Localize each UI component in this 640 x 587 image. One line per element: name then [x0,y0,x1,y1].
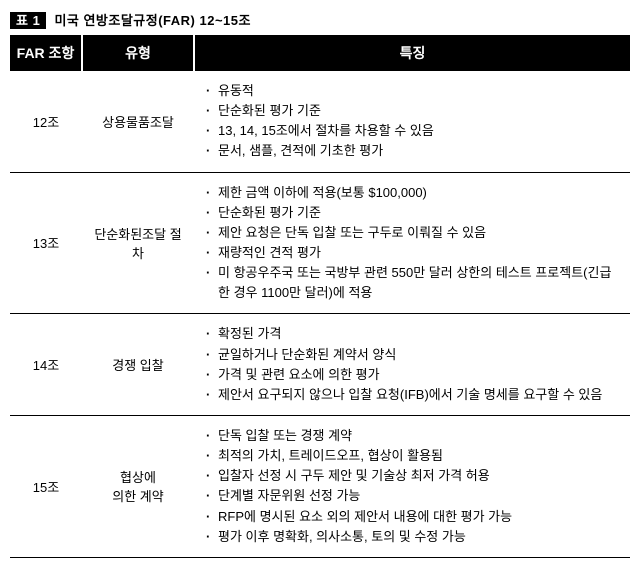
table-body: 12조상용물품조달유동적단순화된 평가 기준13, 14, 15조에서 절차를 … [10,71,630,557]
detail-item: 유동적 [206,81,622,101]
detail-list: 확정된 가격균일하거나 단순화된 계약서 양식가격 및 관련 요소에 의한 평가… [202,324,622,405]
detail-item: 제한 금액 이하에 적용(보통 $100,000) [206,183,622,203]
detail-item: 단순화된 평가 기준 [206,101,622,121]
header-far: FAR 조항 [10,35,82,71]
caption-badge: 표 1 [10,12,46,29]
header-detail: 특징 [194,35,630,71]
table-row: 15조협상에의한 계약단독 입찰 또는 경쟁 계약최적의 가치, 트레이드오프,… [10,415,630,557]
cell-detail: 유동적단순화된 평가 기준13, 14, 15조에서 절차를 차용할 수 있음문… [194,71,630,172]
detail-item: 단계별 자문위원 선정 가능 [206,486,622,506]
detail-list: 단독 입찰 또는 경쟁 계약최적의 가치, 트레이드오프, 협상이 활용됨입찰자… [202,426,622,547]
cell-far: 12조 [10,71,82,172]
cell-far: 14조 [10,314,82,416]
cell-detail: 확정된 가격균일하거나 단순화된 계약서 양식가격 및 관련 요소에 의한 평가… [194,314,630,416]
detail-item: 최적의 가치, 트레이드오프, 협상이 활용됨 [206,446,622,466]
detail-item: 단독 입찰 또는 경쟁 계약 [206,426,622,446]
detail-item: 가격 및 관련 요소에 의한 평가 [206,365,622,385]
detail-item: 확정된 가격 [206,324,622,344]
detail-item: 입찰자 선정 시 구두 제안 및 기술상 최저 가격 허용 [206,466,622,486]
cell-detail: 단독 입찰 또는 경쟁 계약최적의 가치, 트레이드오프, 협상이 활용됨입찰자… [194,415,630,557]
table-header-row: FAR 조항 유형 특징 [10,35,630,71]
detail-item: 제안 요청은 단독 입찰 또는 구두로 이뤄질 수 있음 [206,223,622,243]
cell-far: 15조 [10,415,82,557]
detail-item: 균일하거나 단순화된 계약서 양식 [206,345,622,365]
cell-far: 13조 [10,172,82,314]
detail-item: 문서, 샘플, 견적에 기초한 평가 [206,141,622,161]
header-type: 유형 [82,35,194,71]
detail-item: 제안서 요구되지 않으나 입찰 요청(IFB)에서 기술 명세를 요구할 수 있… [206,385,622,405]
detail-item: 재량적인 견적 평가 [206,243,622,263]
detail-list: 유동적단순화된 평가 기준13, 14, 15조에서 절차를 차용할 수 있음문… [202,81,622,162]
cell-type: 단순화된조달 절차 [82,172,194,314]
table-caption: 표 1 미국 연방조달규정(FAR) 12~15조 [10,10,630,29]
cell-type: 경쟁 입찰 [82,314,194,416]
detail-item: 평가 이후 명확화, 의사소통, 토의 및 수정 가능 [206,527,622,547]
detail-item: 단순화된 평가 기준 [206,203,622,223]
table-row: 14조경쟁 입찰확정된 가격균일하거나 단순화된 계약서 양식가격 및 관련 요… [10,314,630,416]
cell-type: 협상에의한 계약 [82,415,194,557]
detail-item: RFP에 명시된 요소 외의 제안서 내용에 대한 평가 가능 [206,507,622,527]
detail-item: 13, 14, 15조에서 절차를 차용할 수 있음 [206,121,622,141]
table-row: 12조상용물품조달유동적단순화된 평가 기준13, 14, 15조에서 절차를 … [10,71,630,172]
cell-detail: 제한 금액 이하에 적용(보통 $100,000)단순화된 평가 기준제안 요청… [194,172,630,314]
caption-text: 미국 연방조달규정(FAR) 12~15조 [54,13,251,28]
far-table: FAR 조항 유형 특징 12조상용물품조달유동적단순화된 평가 기준13, 1… [10,35,630,558]
detail-list: 제한 금액 이하에 적용(보통 $100,000)단순화된 평가 기준제안 요청… [202,183,622,304]
detail-item: 미 항공우주국 또는 국방부 관련 550만 달러 상한의 테스트 프로젝트(긴… [206,263,622,303]
cell-type: 상용물품조달 [82,71,194,172]
table-row: 13조단순화된조달 절차제한 금액 이하에 적용(보통 $100,000)단순화… [10,172,630,314]
